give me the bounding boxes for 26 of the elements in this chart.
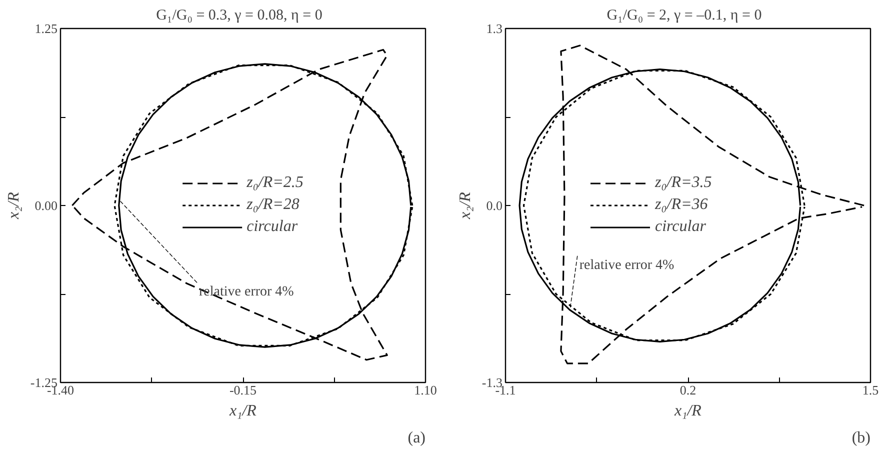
- chart-title: G₁/G₀ = 2, γ = –0.1, η = 0: [606, 8, 762, 24]
- y-tick-label: -1.25: [30, 375, 58, 390]
- legend-label: circular: [655, 218, 706, 236]
- annotation: relative error 4%: [579, 258, 675, 273]
- text: (b): [852, 430, 870, 446]
- legend-label: z₀/R=2.5: [246, 174, 304, 192]
- legend-label: circular: [246, 218, 298, 236]
- x-tick-label: 0.2: [680, 382, 696, 398]
- annotation: relative error 4%: [199, 284, 294, 300]
- legend-label: z₀/R=28: [246, 196, 300, 214]
- y-tick-label: 1.3: [486, 21, 502, 36]
- x-tick-label: -0.15: [229, 382, 257, 398]
- y-tick-label: 1.25: [34, 21, 58, 36]
- y-axis-title: x₂/R: [5, 192, 22, 220]
- y-tick-label: 0.0: [486, 198, 502, 213]
- x-tick-label: 1.10: [414, 382, 437, 398]
- y-axis-title: x₂/R: [456, 192, 474, 220]
- text: (a): [408, 430, 426, 446]
- x-tick-label: 1.5: [862, 382, 879, 398]
- x-axis-title: x₁/R: [228, 402, 257, 420]
- chart-title: G₁/G₀ = 0.3, γ = 0.08, η = 0: [156, 8, 322, 24]
- y-tick-label: 0.00: [34, 198, 58, 213]
- y-tick-label: -1.3: [482, 375, 503, 390]
- legend-label: z₀/R=36: [655, 196, 708, 214]
- legend-label: z₀/R=3.5: [655, 174, 712, 192]
- x-axis-title: x₁/R: [674, 402, 702, 420]
